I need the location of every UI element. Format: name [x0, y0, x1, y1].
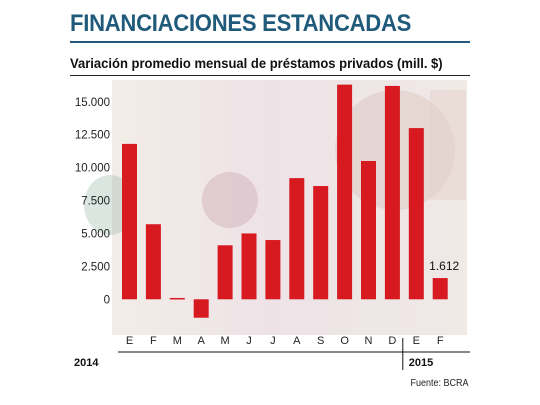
bars: [122, 84, 448, 318]
bar: [337, 84, 353, 300]
x-tick-label: S: [317, 335, 324, 347]
x-tick-label: O: [340, 335, 349, 347]
y-tick-label: 15.000: [75, 97, 110, 109]
x-tick-label: F: [150, 335, 157, 347]
bar: [265, 240, 281, 300]
x-tick-label: E: [126, 335, 133, 347]
bar: [122, 143, 137, 300]
x-tick-label: N: [365, 335, 373, 347]
x-tick-label: A: [293, 335, 301, 347]
year-label: 2014: [74, 357, 99, 369]
y-tick-label: 10.000: [75, 163, 110, 175]
bar: [313, 186, 329, 300]
y-tick-label: 12.500: [75, 130, 110, 142]
year-groups: 2014 2015: [74, 338, 470, 370]
bar: [241, 233, 257, 300]
bar: [169, 297, 185, 300]
bar: [432, 278, 448, 300]
x-tick-label: M: [221, 335, 230, 347]
bar: [145, 224, 161, 300]
bar: [193, 299, 209, 318]
y-tick-label: 2.500: [81, 261, 110, 273]
y-axis: 0 2.500 5.000 7.500 10.000 12.500 15.000: [75, 97, 110, 307]
x-tick-label: A: [198, 335, 206, 347]
x-tick-label: F: [437, 335, 444, 347]
headline: FINANCIACIONES ESTANCADAS: [70, 10, 412, 37]
bar: [408, 128, 424, 300]
chart-title: Variación promedio mensual de préstamos …: [70, 55, 443, 71]
y-tick-label: 5.000: [81, 228, 110, 240]
bar: [384, 85, 400, 300]
subtitle-rule: [70, 75, 470, 76]
data-label: 1.612: [429, 259, 459, 273]
x-tick-label: M: [173, 335, 182, 347]
x-tick-label: J: [270, 335, 276, 347]
y-tick-label: 7.500: [81, 196, 110, 208]
year-label: 2015: [409, 357, 433, 369]
x-tick-label: J: [246, 335, 252, 347]
x-tick-label: D: [388, 335, 396, 347]
bar: [289, 178, 305, 300]
bar: [217, 245, 233, 300]
headline-rule: [70, 41, 470, 43]
bar: [361, 161, 376, 300]
source-note: Fuente: BCRA: [409, 378, 468, 389]
y-tick-label: 0: [104, 294, 110, 306]
data-labels: 1.612: [429, 259, 459, 273]
x-tick-label: E: [413, 335, 420, 347]
